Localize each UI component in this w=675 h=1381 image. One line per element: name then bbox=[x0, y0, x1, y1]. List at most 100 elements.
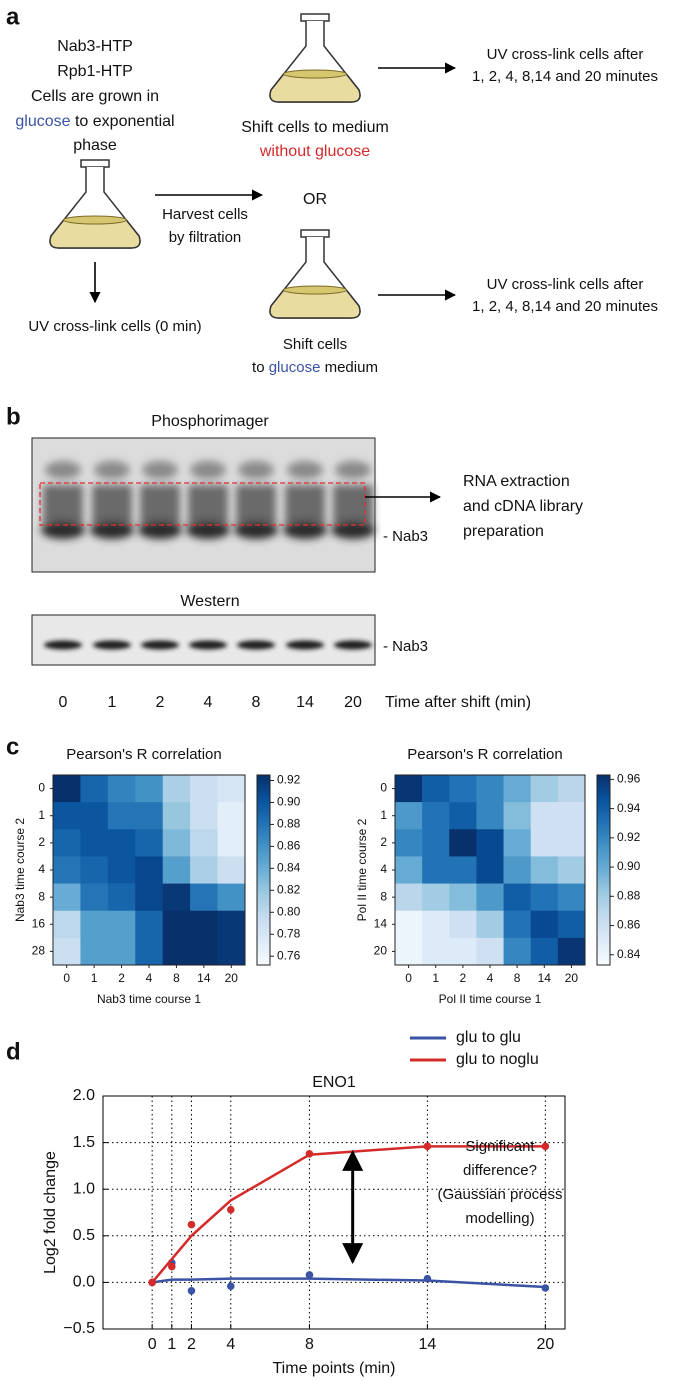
plot-frame bbox=[102, 1095, 566, 1330]
data-point bbox=[226, 1282, 235, 1290]
heatmap-cell bbox=[162, 829, 191, 857]
step-text: and cDNA library bbox=[463, 498, 583, 515]
colorbar-label: 0.78 bbox=[277, 926, 301, 940]
heatmap-cell bbox=[557, 802, 586, 830]
x-tick-label: 14 bbox=[538, 971, 552, 985]
gel-band bbox=[190, 461, 226, 479]
colorbar-label: 0.96 bbox=[617, 772, 641, 786]
data-point bbox=[187, 1220, 196, 1229]
legend-label: glu to noglu bbox=[456, 1051, 539, 1068]
colorbar-label: 0.90 bbox=[277, 795, 301, 809]
selection-box bbox=[39, 482, 366, 526]
y-tick-label: 0.0 bbox=[73, 1274, 95, 1291]
heatmap-cell bbox=[449, 829, 477, 857]
gel-title: Western bbox=[180, 593, 239, 610]
heatmap-cell bbox=[162, 937, 191, 966]
heatmap-cell bbox=[476, 829, 504, 857]
panel-label: a bbox=[6, 3, 20, 30]
lane-label: 0 bbox=[59, 694, 68, 711]
gel-smear bbox=[43, 485, 83, 525]
y-tick-label: 1.5 bbox=[73, 1134, 95, 1151]
x-tick-label: 20 bbox=[536, 1336, 554, 1353]
gel-smear bbox=[236, 485, 276, 525]
x-tick-label: 20 bbox=[225, 971, 239, 985]
colorbar-label: 0.94 bbox=[617, 801, 641, 815]
gel-band bbox=[45, 461, 81, 479]
gel-title: Phosphorimager bbox=[151, 413, 269, 430]
western-band bbox=[286, 640, 324, 650]
x-tick-label: 20 bbox=[565, 971, 579, 985]
heatmap-cell bbox=[503, 802, 532, 830]
heatmap-cell bbox=[557, 829, 586, 857]
gel-smear bbox=[285, 485, 325, 525]
heatmap-cell bbox=[217, 775, 246, 803]
lane-label: 14 bbox=[296, 694, 314, 711]
chart-title: Pearson's R correlation bbox=[407, 746, 562, 763]
western-band bbox=[141, 640, 179, 650]
heatmap-cell bbox=[80, 910, 109, 939]
heatmap-cell bbox=[530, 856, 559, 884]
panel-label: b bbox=[6, 403, 21, 430]
step-text: UV cross-link cells after bbox=[487, 46, 644, 63]
or-text: OR bbox=[303, 191, 327, 208]
heatmap-cell bbox=[422, 883, 450, 912]
colorbar-label: 0.82 bbox=[277, 882, 301, 896]
y-tick-label: 8 bbox=[38, 889, 45, 903]
heatmap-cell bbox=[476, 937, 504, 966]
step-text: UV cross-link cells after bbox=[487, 276, 644, 293]
heatmap-cell bbox=[476, 856, 504, 884]
gel-smear bbox=[333, 485, 373, 525]
step-text: by filtration bbox=[169, 229, 242, 246]
y-tick-label: 1.0 bbox=[73, 1180, 95, 1197]
heatmap-cell bbox=[107, 937, 136, 966]
x-tick-label: 0 bbox=[63, 971, 70, 985]
gel-band bbox=[90, 521, 134, 539]
y-axis-title: Pol II time course 2 bbox=[355, 818, 369, 921]
heatmap-cell bbox=[557, 775, 586, 803]
heatmap-cell bbox=[107, 856, 136, 884]
step-text: medium bbox=[320, 359, 378, 376]
heatmap-cell bbox=[135, 883, 164, 912]
heatmap-cell bbox=[162, 910, 191, 939]
x-tick-label: 2 bbox=[118, 971, 125, 985]
heatmap-cell bbox=[217, 856, 246, 884]
heatmap-cell bbox=[503, 856, 532, 884]
annotation: modelling) bbox=[465, 1210, 534, 1227]
x-tick-label: 4 bbox=[226, 1336, 235, 1353]
heatmap-cell bbox=[395, 775, 423, 803]
heatmap-cell bbox=[557, 910, 586, 939]
chart-title: Pearson's R correlation bbox=[66, 746, 221, 763]
glucose-word: glucose bbox=[269, 359, 321, 376]
strain: Nab3-HTP bbox=[57, 38, 133, 55]
heatmap-cell bbox=[217, 802, 246, 830]
heatmap-cell bbox=[530, 775, 559, 803]
step-text: without glucose bbox=[259, 143, 370, 160]
heatmap-cell bbox=[530, 937, 559, 966]
y-axis-title: Nab3 time course 2 bbox=[13, 818, 27, 922]
legend-label: glu to glu bbox=[456, 1029, 521, 1046]
x-tick-label: 0 bbox=[148, 1336, 157, 1353]
step-text: Shift cells bbox=[283, 336, 347, 353]
panel-label: d bbox=[6, 1038, 21, 1065]
heatmap-cell bbox=[162, 775, 191, 803]
x-tick-label: 8 bbox=[514, 971, 521, 985]
data-point bbox=[148, 1278, 156, 1287]
x-tick-label: 2 bbox=[460, 971, 467, 985]
heatmap-cell bbox=[449, 883, 477, 912]
x-tick-label: 8 bbox=[305, 1336, 314, 1353]
gel-band bbox=[238, 461, 274, 479]
heatmap-cell bbox=[80, 883, 109, 912]
data-point bbox=[541, 1284, 550, 1292]
gel-band bbox=[335, 461, 371, 479]
data-point bbox=[226, 1205, 235, 1214]
y-tick-label: −0.5 bbox=[63, 1320, 95, 1337]
y-tick-label: 0 bbox=[38, 781, 45, 795]
y-tick-label: 8 bbox=[380, 889, 387, 903]
step-text: UV cross-link cells (0 min) bbox=[28, 318, 201, 335]
heatmap-cell bbox=[476, 883, 504, 912]
colorbar-label: 0.92 bbox=[277, 773, 301, 787]
glucose-word: glucose bbox=[15, 113, 70, 130]
heatmap-cell bbox=[190, 775, 218, 803]
heatmap-cell bbox=[135, 856, 164, 884]
x-tick-label: 14 bbox=[418, 1336, 436, 1353]
